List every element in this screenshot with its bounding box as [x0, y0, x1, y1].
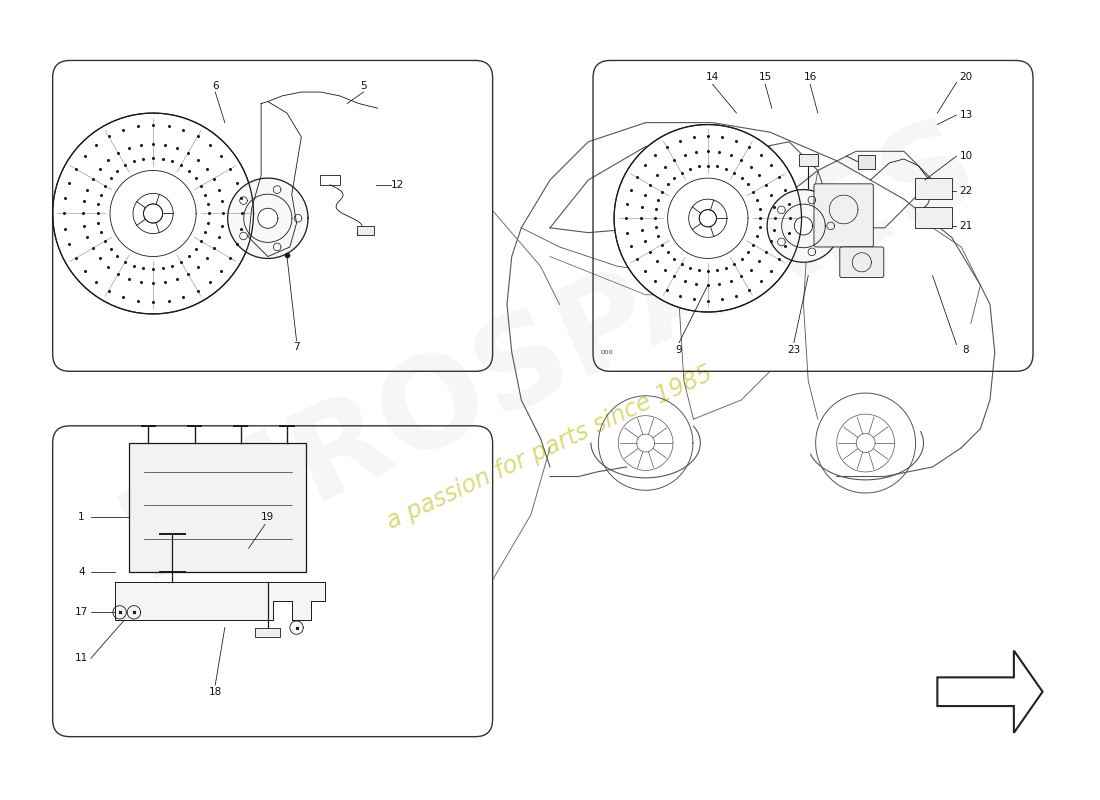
Text: 22: 22 [959, 186, 972, 197]
Polygon shape [767, 190, 839, 262]
Text: 6: 6 [212, 82, 219, 91]
Polygon shape [614, 125, 802, 312]
FancyBboxPatch shape [356, 226, 374, 235]
FancyBboxPatch shape [129, 443, 306, 572]
Text: 8: 8 [962, 346, 969, 355]
Text: 17: 17 [75, 607, 88, 618]
Text: ooo: ooo [601, 349, 614, 355]
Text: 1: 1 [78, 512, 85, 522]
Text: 12: 12 [390, 180, 404, 190]
Text: 14: 14 [706, 72, 719, 82]
Text: 13: 13 [959, 110, 972, 120]
FancyBboxPatch shape [255, 628, 280, 637]
Text: EUROSPARES: EUROSPARES [104, 102, 996, 603]
Polygon shape [228, 178, 308, 258]
FancyBboxPatch shape [814, 184, 873, 247]
Polygon shape [143, 204, 163, 223]
Text: 4: 4 [78, 567, 85, 577]
Text: 21: 21 [959, 221, 972, 231]
FancyBboxPatch shape [915, 206, 952, 228]
Text: a passion for parts since 1985: a passion for parts since 1985 [383, 362, 717, 534]
Text: 15: 15 [759, 72, 772, 82]
Text: 20: 20 [959, 72, 972, 82]
Text: 23: 23 [788, 346, 801, 355]
Text: 18: 18 [209, 686, 222, 697]
Text: 5: 5 [360, 82, 366, 91]
Polygon shape [114, 582, 326, 620]
Polygon shape [937, 650, 1043, 733]
FancyBboxPatch shape [839, 247, 883, 278]
Text: 16: 16 [803, 72, 817, 82]
FancyBboxPatch shape [858, 155, 876, 169]
Polygon shape [700, 210, 716, 227]
Polygon shape [257, 208, 278, 228]
Text: 7: 7 [294, 342, 300, 352]
FancyBboxPatch shape [799, 154, 817, 166]
Text: 9: 9 [675, 346, 682, 355]
Text: 11: 11 [75, 654, 88, 663]
Polygon shape [53, 113, 253, 314]
Text: 19: 19 [261, 512, 275, 522]
Polygon shape [794, 217, 813, 235]
FancyBboxPatch shape [915, 178, 952, 199]
Text: 10: 10 [959, 151, 972, 161]
